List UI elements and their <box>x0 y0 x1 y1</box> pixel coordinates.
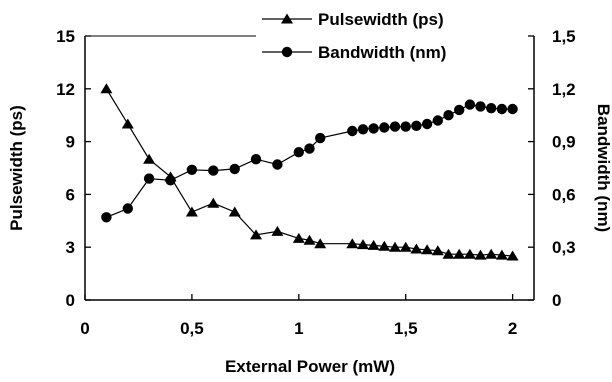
pulsewidth-point <box>100 83 113 94</box>
bandwidth-point <box>389 121 401 132</box>
x-tick-label: 1 <box>294 319 303 338</box>
pulsewidth-point <box>453 248 466 259</box>
bandwidth-point <box>304 143 315 154</box>
pulsewidth-point <box>121 118 134 129</box>
pulsewidth-point <box>250 229 262 240</box>
legend-bandwidth-circle-icon <box>281 46 293 58</box>
y-axis-left-title: Pulsewidth (ps) <box>7 105 26 231</box>
y-right-tick-label: 0,6 <box>552 185 576 204</box>
pulsewidth-point <box>389 241 401 252</box>
bandwidth-point <box>165 175 176 186</box>
legend-pulsewidth-label: Pulsewidth (ps) <box>318 10 444 29</box>
x-tick-label: 0,5 <box>180 319 204 338</box>
bandwidth-point <box>454 104 465 116</box>
bandwidth-point <box>101 212 112 223</box>
y-right-tick-label: 0,3 <box>552 238 576 257</box>
y-left-tick-label: 15 <box>56 27 75 46</box>
pulsewidth-point <box>228 206 241 217</box>
x-tick-label: 1,5 <box>394 319 418 338</box>
bandwidth-point <box>475 101 486 112</box>
y-right-tick-label: 1,5 <box>552 27 576 46</box>
legend: Pulsewidth (ps) Bandwidth (nm) <box>262 10 446 62</box>
bandwidth-point <box>443 110 454 121</box>
pulsewidth-point <box>399 241 412 252</box>
pulsewidth-point <box>292 232 305 243</box>
y-right-tick-label: 1,2 <box>552 80 576 99</box>
legend-bandwidth-label: Bandwidth (nm) <box>318 43 446 62</box>
bandwidth-point <box>229 163 240 175</box>
y-axis-right-title: Bandwidth (nm) <box>594 104 612 232</box>
bandwidth-point <box>400 121 411 132</box>
pulsewidth-point <box>271 225 284 236</box>
pulsewidth-point <box>346 238 359 249</box>
bandwidth-point <box>250 154 262 165</box>
bandwidth-point <box>347 125 358 137</box>
pulsewidth-point <box>506 250 519 261</box>
y-left-tick-label: 6 <box>66 185 75 204</box>
y-right-tick-label: 0,9 <box>552 133 576 152</box>
bandwidth-point <box>496 103 508 115</box>
bandwidth-point <box>411 120 422 131</box>
pulsewidth-point <box>357 239 369 250</box>
bandwidth-point <box>293 147 304 158</box>
pulsewidth-point <box>463 248 476 259</box>
x-tick-label: 0 <box>80 319 89 338</box>
pulsewidth-point <box>303 234 316 245</box>
pulsewidth-point <box>410 243 423 254</box>
y-left-tick-label: 9 <box>66 133 75 152</box>
bandwidth-point <box>432 115 443 126</box>
bandwidth-point <box>186 164 198 175</box>
x-tick-label: 2 <box>508 319 517 338</box>
x-axis-title: External Power (mW) <box>225 357 395 376</box>
bandwidth-point <box>272 159 283 170</box>
bandwidth-point <box>421 118 433 130</box>
series-layer <box>100 83 519 261</box>
bandwidth-point <box>507 103 518 115</box>
pulsewidth-point <box>485 248 498 259</box>
bandwidth-point <box>122 203 133 214</box>
pulsewidth-point <box>367 239 380 250</box>
series-line-bandwidth <box>106 103 513 218</box>
pulsewidth-point <box>185 206 198 217</box>
pulsewidth-point <box>314 238 327 249</box>
pulsewidth-point <box>207 197 220 208</box>
pulsewidth-point <box>378 240 391 251</box>
y-left-tick-label: 12 <box>56 80 75 99</box>
bandwidth-point <box>368 123 379 134</box>
bandwidth-point <box>315 132 326 144</box>
pulsewidth-point <box>495 249 508 260</box>
ticks: 0 0,5 1 1,5 2 0 3 6 9 12 15 0 0,3 0,6 0,9 1,2 1,5 <box>56 27 576 338</box>
bandwidth-point <box>357 124 369 135</box>
y-left-tick-label: 3 <box>66 238 75 257</box>
pulsewidth-point <box>431 245 444 256</box>
bandwidth-point <box>143 173 155 184</box>
pulsewidth-point <box>474 249 487 260</box>
y-left-tick-label: 0 <box>66 291 75 310</box>
pulsewidth-point <box>442 248 455 259</box>
bandwidth-point <box>208 165 219 176</box>
bandwidth-point <box>486 103 497 114</box>
bandwidth-point <box>379 122 390 133</box>
pulsewidth-point <box>421 244 434 255</box>
legend-item-pulsewidth: Pulsewidth (ps) <box>262 10 444 29</box>
plot-frame <box>84 35 535 301</box>
legend-item-bandwidth: Bandwidth (nm) <box>262 43 446 62</box>
y-right-tick-label: 0 <box>552 291 561 310</box>
pulsewidth-point <box>143 153 156 164</box>
bandwidth-point <box>464 99 476 110</box>
series-line-pulsewidth <box>105 88 513 257</box>
legend-pulsewidth-triangle-icon <box>281 13 293 24</box>
